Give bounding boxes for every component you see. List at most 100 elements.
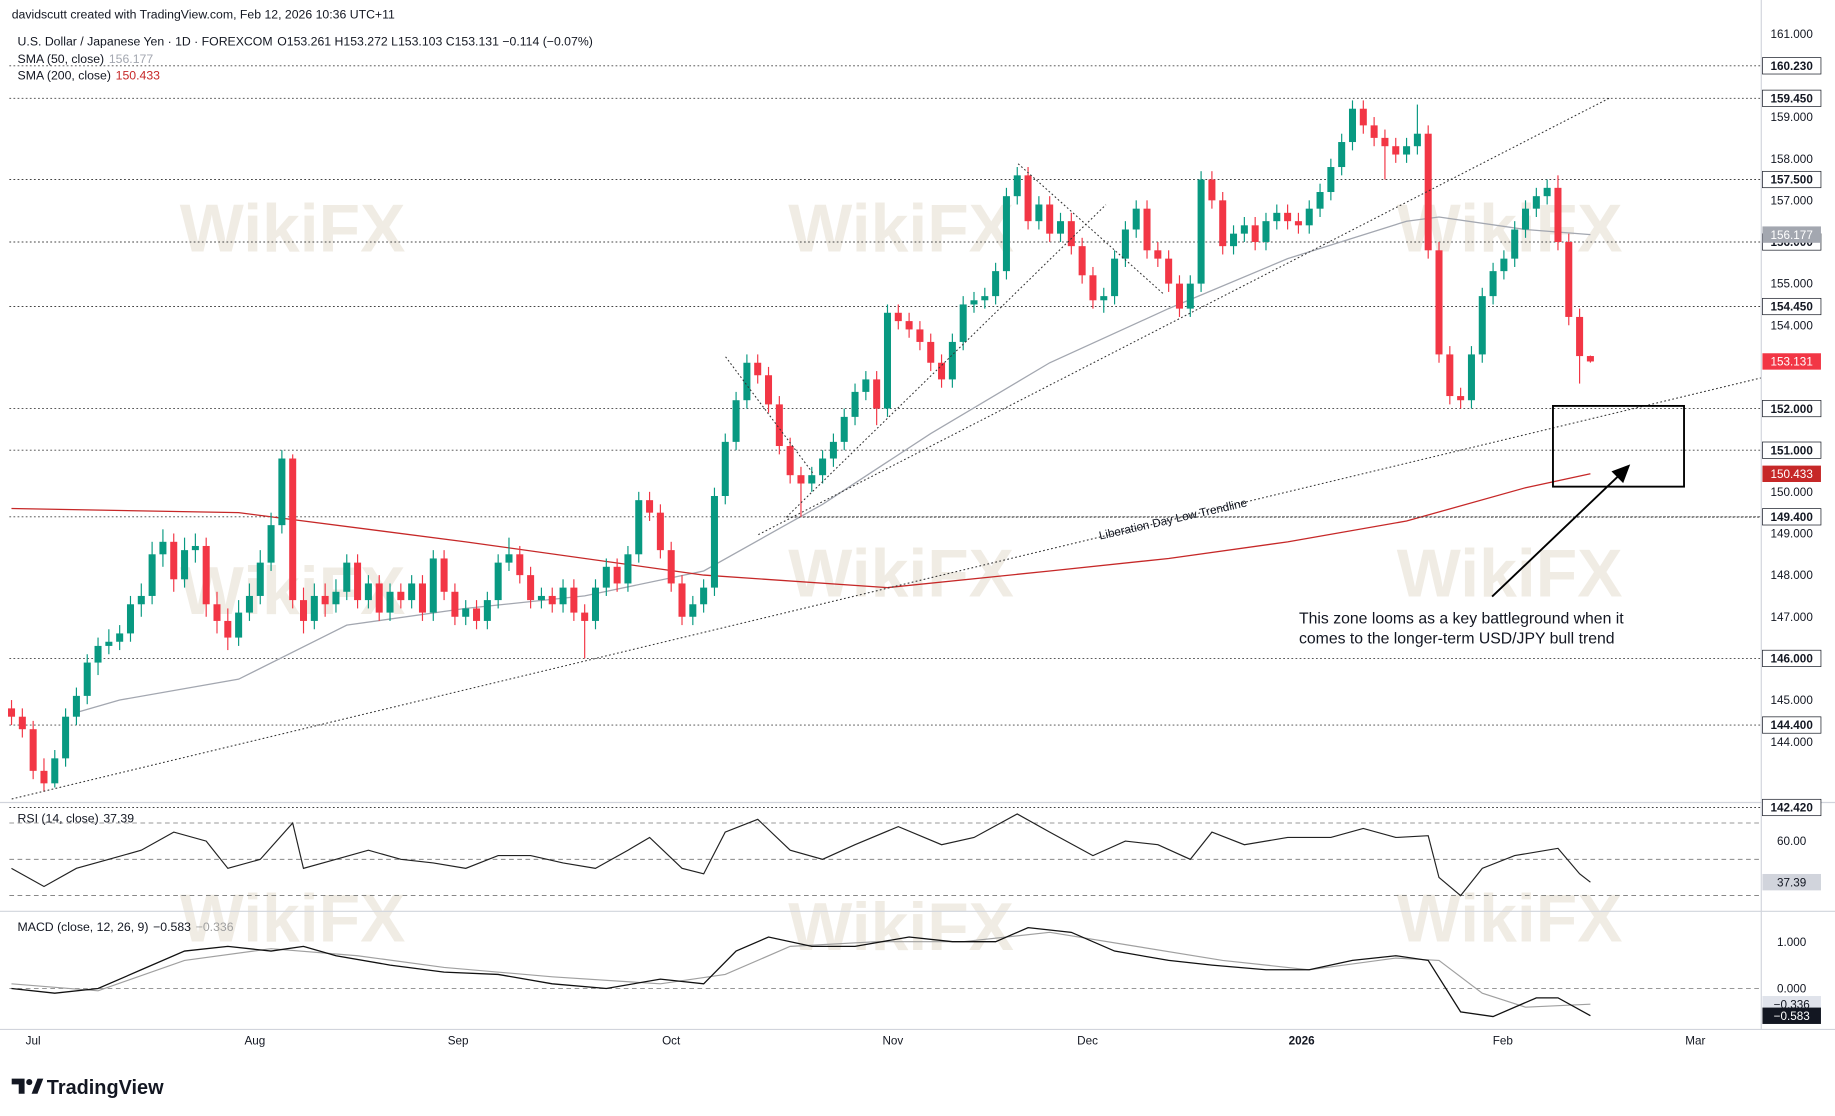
- candle-body: [1338, 142, 1346, 168]
- watermark: WikiFX: [1397, 537, 1623, 612]
- last-price-tag-bg: [1762, 353, 1821, 370]
- macd-tag: −0.583: [1774, 1010, 1810, 1023]
- candle-body: [170, 541, 178, 580]
- candle-body: [375, 583, 383, 613]
- level-label-bg: [1762, 798, 1822, 817]
- candle-body: [646, 500, 654, 513]
- candle-body: [1532, 196, 1540, 209]
- last-price-tag: 153.131: [1771, 356, 1813, 369]
- x-tick-label: Oct: [662, 1035, 681, 1048]
- candle-body: [40, 770, 48, 784]
- x-tick-label: Sep: [448, 1035, 469, 1048]
- candle-body: [732, 400, 740, 442]
- candle-body: [992, 271, 1000, 297]
- candle-body: [548, 595, 556, 605]
- candle-body: [224, 620, 232, 638]
- candle-body: [1284, 212, 1292, 222]
- candle-body: [267, 525, 275, 563]
- candle-body: [105, 641, 113, 646]
- rsi-tick-label: 60.00: [1777, 835, 1807, 848]
- y-tick-label: 157.000: [1771, 194, 1814, 207]
- x-tick-label: Jul: [26, 1035, 41, 1048]
- candle-body: [148, 554, 156, 596]
- candle-body: [278, 458, 286, 526]
- y-tick-label: 161.000: [1771, 28, 1814, 41]
- candle-body: [613, 566, 621, 584]
- y-tick-label: 154.000: [1771, 319, 1814, 332]
- macd-tag-bg: [1762, 1007, 1821, 1024]
- level-label-bg: [1762, 170, 1822, 189]
- candle-body: [1424, 133, 1432, 251]
- candle-body: [700, 587, 708, 605]
- candle-body: [429, 558, 437, 613]
- candle-body: [959, 304, 967, 342]
- candle-body: [321, 595, 329, 605]
- candle-body: [1197, 179, 1205, 284]
- watermark: WikiFX: [788, 192, 1014, 267]
- candle-body: [299, 600, 308, 621]
- candle-body: [1316, 192, 1324, 209]
- candle-body: [667, 550, 675, 584]
- candle-body: [310, 595, 318, 621]
- candle-body: [1046, 204, 1054, 234]
- sma-tag-bg: [1762, 465, 1821, 482]
- level-label-bg: [1762, 297, 1822, 316]
- watermark: WikiFX: [1397, 192, 1623, 267]
- candle-body: [1327, 167, 1335, 193]
- level-label-bg: [1762, 57, 1822, 75]
- candle-body: [1111, 258, 1119, 297]
- candle-body: [51, 758, 59, 784]
- brand-logo: TradingView: [11, 1077, 164, 1099]
- candle-body: [797, 475, 805, 484]
- candle-body: [256, 562, 264, 596]
- candle-body: [765, 375, 773, 405]
- legend-value: 156.177: [109, 52, 154, 66]
- candle-body: [916, 329, 924, 342]
- candle-body: [927, 341, 935, 363]
- candle-body: [159, 541, 167, 555]
- candle-body: [1035, 204, 1043, 222]
- y-tick-label: 145.000: [1771, 694, 1814, 707]
- candle-body: [1511, 229, 1519, 259]
- sma-tag-bg: [1762, 226, 1821, 243]
- level-label: 146.000: [1771, 653, 1814, 666]
- x-tick-label: Mar: [1685, 1035, 1705, 1048]
- candle-body: [94, 645, 102, 663]
- candle-body: [62, 716, 70, 759]
- candle-body: [137, 595, 145, 605]
- candle-body: [1240, 225, 1248, 234]
- candle-body: [245, 595, 253, 613]
- candle-body: [72, 695, 80, 717]
- candle-body: [29, 729, 37, 771]
- candle-body: [235, 612, 243, 638]
- level-label: 157.500: [1771, 174, 1814, 187]
- arrow-head: [1611, 464, 1631, 484]
- y-tick-label: 144.000: [1771, 736, 1814, 749]
- y-tick-label: 158.000: [1771, 153, 1814, 166]
- candle-body: [754, 362, 762, 376]
- candle-body: [1165, 258, 1173, 284]
- candle-body: [970, 300, 978, 305]
- macd-tick-label: 0.000: [1777, 983, 1807, 996]
- candle-body: [1294, 221, 1302, 226]
- candle-body: [1457, 396, 1465, 401]
- candle-body: [1208, 179, 1216, 201]
- candle-body: [656, 512, 664, 551]
- candle-body: [1132, 208, 1140, 230]
- plot-layer: [8, 65, 1762, 1018]
- level-label: 154.450: [1771, 301, 1814, 314]
- y-tick-label: 150.000: [1771, 486, 1814, 499]
- candle-body: [1056, 221, 1065, 234]
- sma200-legend: SMA (200, close) 150.433: [18, 69, 161, 83]
- candle-body: [1143, 208, 1151, 251]
- candle-body: [862, 379, 870, 392]
- candle-body: [343, 562, 351, 592]
- watermark: WikiFX: [180, 192, 406, 267]
- level-label: 152.000: [1771, 403, 1814, 416]
- candle-body: [462, 608, 470, 617]
- candle-body: [1230, 233, 1238, 247]
- candle-body: [516, 554, 524, 576]
- x-tick-label: Nov: [882, 1035, 903, 1048]
- level-label: 151.000: [1771, 444, 1814, 457]
